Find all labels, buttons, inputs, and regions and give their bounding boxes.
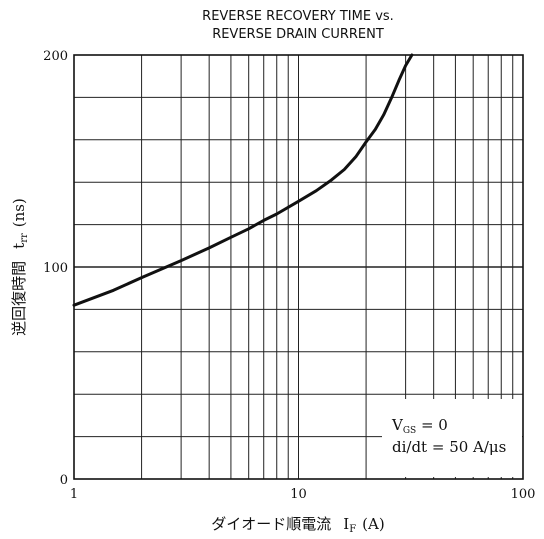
- y-axis-label: 逆回復時間trr(ns): [10, 198, 30, 336]
- annotation-vgs: VGS = 0: [391, 416, 448, 436]
- x-axis-label: ダイオード順電流 IF (A): [211, 515, 384, 535]
- y-tick-label: 200: [43, 49, 68, 64]
- x-tick-label: 10: [290, 487, 307, 502]
- plot-frame: [73, 54, 524, 480]
- annotation-box: [382, 399, 522, 477]
- y-tick-label: 0: [60, 473, 68, 488]
- tick-labels: 1 10 100 0 100 200: [43, 49, 535, 502]
- chart-title-line-1: REVERSE RECOVERY TIME vs.: [202, 9, 394, 24]
- x-tick-label: 1: [70, 487, 78, 502]
- chart-title-line-2: REVERSE DRAIN CURRENT: [212, 27, 384, 42]
- y-tick-label: 100: [43, 261, 68, 276]
- annotation-didt: di/dt = 50 A/μs: [392, 438, 506, 456]
- trr-curve: [72, 53, 414, 307]
- x-tick-label: 100: [511, 487, 536, 502]
